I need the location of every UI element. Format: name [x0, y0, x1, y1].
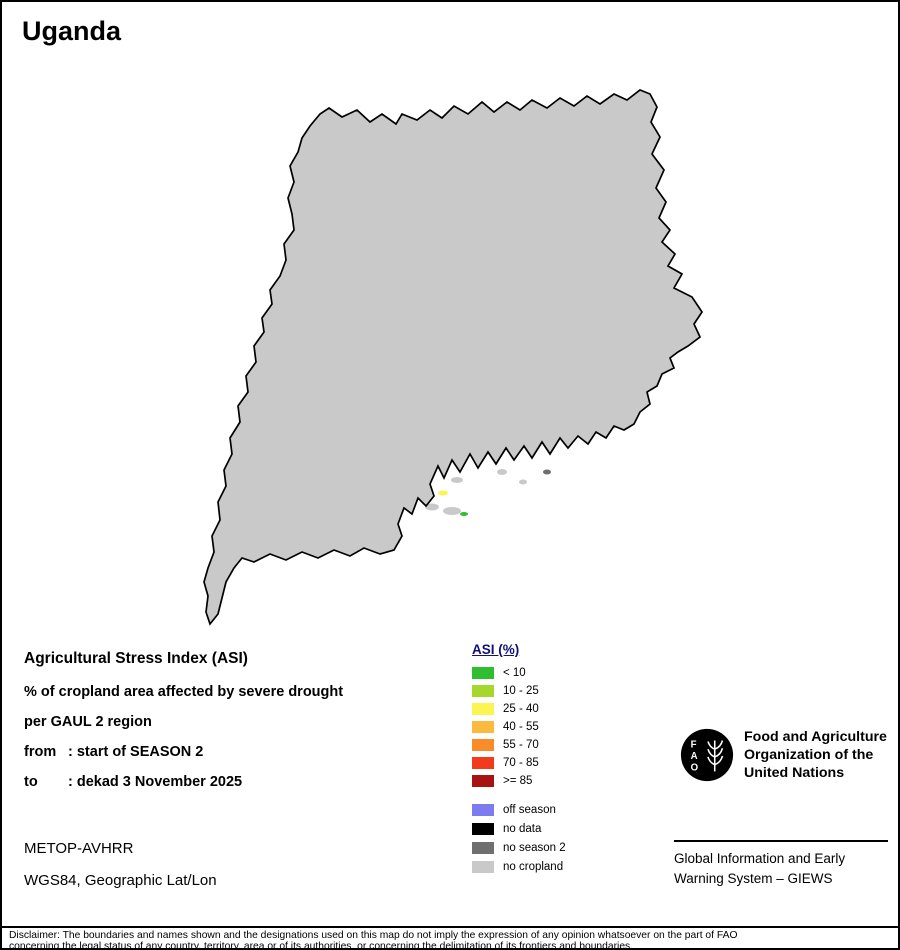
page-title: Uganda — [22, 16, 122, 46]
map-description: Agricultural Stress Index (ASI) % of cro… — [24, 650, 464, 804]
legend-label: 70 - 85 — [503, 757, 539, 769]
asi-subtitle-1: % of cropland area affected by severe dr… — [24, 684, 344, 700]
to-value: : dekad 3 November 2025 — [68, 774, 243, 790]
footer-divider — [674, 840, 888, 842]
legend-label: 25 - 40 — [503, 703, 539, 715]
legend-item-ge85: >= 85 — [472, 772, 642, 790]
period-from: from : start of SEASON 2 — [24, 744, 464, 760]
legend: ASI (%) < 10 10 - 25 25 - 40 40 - 55 55 … — [472, 642, 642, 876]
legend-label: >= 85 — [503, 775, 533, 787]
legend-item-no-data: no data — [472, 819, 642, 838]
legend-label: no data — [503, 822, 542, 835]
legend-label: no cropland — [503, 860, 564, 873]
legend-item-10-25: 10 - 25 — [472, 682, 642, 700]
legend-swatch-55-70 — [472, 739, 494, 751]
legend-asi-classes: < 10 10 - 25 25 - 40 40 - 55 55 - 70 70 … — [472, 664, 642, 790]
asi-subtitle-2: per GAUL 2 region — [24, 714, 152, 730]
legend-label: 40 - 55 — [503, 721, 539, 733]
legend-label: 55 - 70 — [503, 739, 539, 751]
period-to: to : dekad 3 November 2025 — [24, 774, 464, 790]
legend-label: no season 2 — [503, 841, 566, 854]
map-metadata: METOP-AVHRR WGS84, Geographic Lat/Lon — [24, 840, 217, 904]
legend-swatch-lt10 — [472, 667, 494, 679]
legend-label: < 10 — [503, 667, 526, 679]
projection-name: WGS84, Geographic Lat/Lon — [24, 872, 217, 889]
to-label: to — [24, 774, 38, 790]
legend-item-25-40: 25 - 40 — [472, 700, 642, 718]
lake-islands — [425, 469, 551, 516]
legend-swatch-ge85 — [472, 775, 494, 787]
disclaimer-divider — [2, 926, 898, 928]
disclaimer-text: Disclaimer: The boundaries and names sho… — [9, 930, 738, 950]
asi-heading: Agricultural Stress Index (ASI) — [24, 650, 248, 667]
legend-item-40-55: 40 - 55 — [472, 718, 642, 736]
legend-swatch-no-data — [472, 822, 494, 835]
wheat-ear-icon — [707, 740, 724, 772]
legend-item-no-cropland: no cropland — [472, 857, 642, 876]
legend-item-70-85: 70 - 85 — [472, 754, 642, 772]
legend-item-lt10: < 10 — [472, 664, 642, 682]
legend-swatch-10-25 — [472, 685, 494, 697]
legend-extra-classes: off season no data no season 2 no cropla… — [472, 800, 642, 876]
legend-swatch-25-40 — [472, 703, 494, 715]
legend-swatch-no-season2 — [472, 841, 494, 854]
uganda-border-stroke — [203, 89, 703, 625]
from-label: from — [24, 744, 57, 760]
legend-label: off season — [503, 803, 556, 816]
legend-swatch-no-cropland — [472, 860, 494, 873]
fao-organization-name: Food and Agriculture Organization of the… — [744, 729, 887, 781]
giews-label: Global Information and Early Warning Sys… — [674, 851, 846, 886]
from-value: : start of SEASON 2 — [68, 744, 204, 760]
legend-swatch-off-season — [472, 803, 494, 816]
legend-item-55-70: 55 - 70 — [472, 736, 642, 754]
fao-logo-icon: F A O — [680, 728, 734, 782]
legend-item-no-season2: no season 2 — [472, 838, 642, 857]
legend-swatch-70-85 — [472, 757, 494, 769]
svg-text:A: A — [691, 751, 698, 762]
legend-title: ASI (%) — [472, 642, 520, 657]
legend-item-off-season: off season — [472, 800, 642, 819]
legend-swatch-40-55 — [472, 721, 494, 733]
svg-text:O: O — [691, 762, 699, 773]
sensor-name: METOP-AVHRR — [24, 840, 134, 857]
svg-text:F: F — [691, 739, 697, 750]
legend-label: 10 - 25 — [503, 685, 539, 697]
